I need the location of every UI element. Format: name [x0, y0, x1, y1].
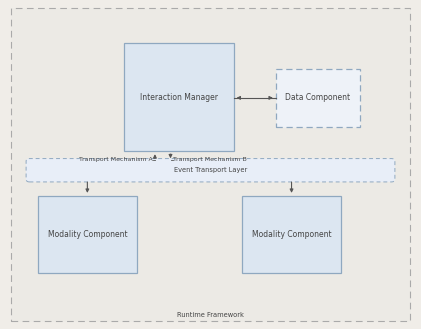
Text: Interaction Manager: Interaction Manager	[140, 92, 218, 102]
FancyBboxPatch shape	[242, 196, 341, 273]
FancyBboxPatch shape	[26, 159, 395, 182]
Text: Transport Mechanism B: Transport Mechanism B	[173, 157, 246, 162]
FancyBboxPatch shape	[276, 69, 360, 127]
Text: Modality Component: Modality Component	[48, 230, 127, 239]
Text: Modality Component: Modality Component	[252, 230, 331, 239]
Text: Data Component: Data Component	[285, 93, 350, 102]
Text: Transport Mechanism A: Transport Mechanism A	[79, 157, 153, 162]
FancyBboxPatch shape	[11, 8, 410, 321]
Text: Runtime Framework: Runtime Framework	[177, 312, 244, 318]
FancyBboxPatch shape	[124, 43, 234, 151]
FancyBboxPatch shape	[38, 196, 137, 273]
Text: Event Transport Layer: Event Transport Layer	[174, 167, 247, 173]
